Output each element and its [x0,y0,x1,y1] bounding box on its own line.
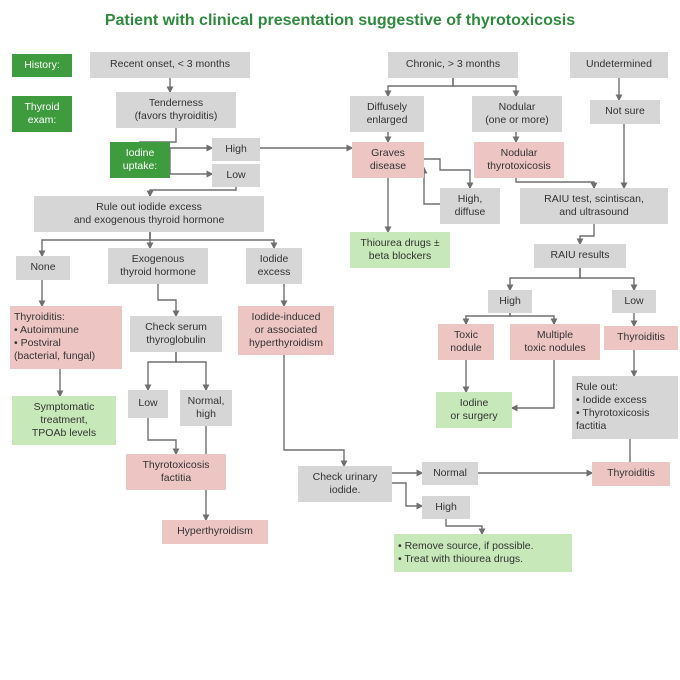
node-factitia: Thyrotoxicosisfactitia [126,454,226,490]
node-thiourea: Thiourea drugs ±beta blockers [350,232,450,268]
node-normal: Normal [422,462,478,485]
node-diffuse: Diffuselyenlarged [350,96,424,132]
node-toxic: Toxicnodule [438,324,494,360]
node-thyroiditis1: Thyroiditis:• Autoimmune• Postviral (bac… [10,306,122,369]
node-low2: Low [612,290,656,313]
node-ruleout2: Rule out:• Iodide excess• Thyrotoxicosis… [572,376,678,439]
node-hyperthy: Hyperthyroidism [162,520,268,544]
node-thyroiditis2: Thyroiditis [604,326,678,350]
node-history_lbl: History: [12,54,72,77]
node-low1: Low [212,164,260,187]
node-tender: Tenderness(favors thyroiditis) [116,92,236,128]
node-checkserum: Check serumthyroglobulin [130,316,222,352]
node-raiu_res: RAIU results [534,244,626,268]
node-high3: High [422,496,470,519]
node-checkurine: Check urinaryiodide. [298,466,392,502]
node-raiu_test: RAIU test, scintiscan,and ultrasound [520,188,668,224]
node-graves: Gravesdisease [352,142,424,178]
node-notsure: Not sure [590,100,660,124]
node-exam_lbl: Thyroidexam: [12,96,72,132]
node-high2: High [488,290,532,313]
node-iodinduced: Iodide-inducedor associatedhyperthyroidi… [238,306,334,355]
node-multitoxic: Multipletoxic nodules [510,324,600,360]
node-sympt: Symptomatictreatment,TPOAb levels [12,396,116,445]
node-iodine_lbl: Iodineuptake: [110,142,170,178]
node-remove: • Remove source, if possible.• Treat wit… [394,534,572,572]
node-normhi: Normal,high [180,390,232,426]
node-exog: Exogenousthyroid hormone [108,248,208,284]
node-iodsurg: Iodineor surgery [436,392,512,428]
node-highdiff: High,diffuse [440,188,500,224]
node-nodthy: Nodularthyrotoxicosis [474,142,564,178]
node-iodexc: Iodideexcess [246,248,302,284]
flowchart-title: Patient with clinical presentation sugge… [0,12,680,30]
node-ruleout1: Rule out iodide excessand exogenous thyr… [34,196,264,232]
node-low3: Low [128,390,168,418]
node-recent: Recent onset, < 3 months [90,52,250,78]
node-thyroiditis3: Thyroiditis [592,462,670,486]
node-chronic: Chronic, > 3 months [388,52,518,78]
node-undet: Undetermined [570,52,668,78]
node-nodular: Nodular(one or more) [472,96,562,132]
node-none: None [16,256,70,280]
node-high1: High [212,138,260,161]
